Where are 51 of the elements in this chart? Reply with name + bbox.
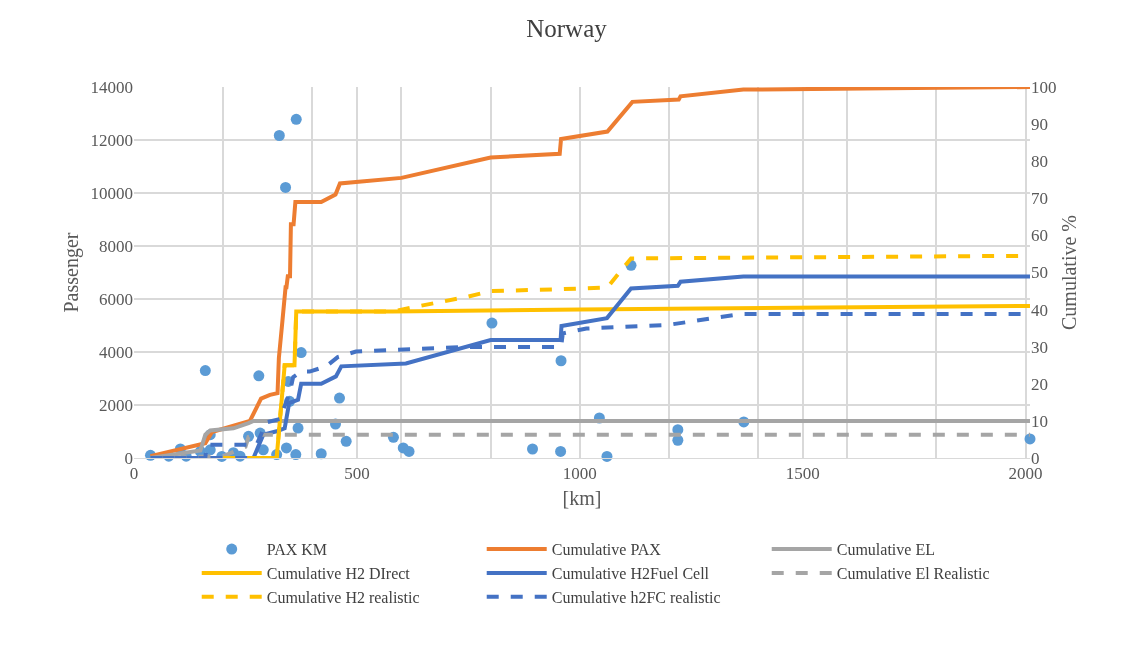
legend-label: Cumulative H2Fuel Cell <box>551 565 710 583</box>
point <box>273 130 285 141</box>
y2-tick-label: 40 <box>1031 300 1048 320</box>
point <box>334 392 345 404</box>
point <box>253 370 265 382</box>
chart-title: Norway <box>526 15 608 43</box>
y2-tick-label: 70 <box>1031 189 1048 209</box>
y2-tick-label: 60 <box>1031 226 1048 246</box>
y-tick-label: 0 <box>124 448 133 468</box>
y-tick-label: 12000 <box>90 130 133 150</box>
point <box>527 443 539 455</box>
y2-tick-label: 100 <box>1031 77 1057 97</box>
point <box>295 347 307 359</box>
legend-label: PAX KM <box>266 541 328 559</box>
y-tick-label: 6000 <box>99 289 133 309</box>
point <box>280 181 292 193</box>
legend-label: Cumulative H2 DIrect <box>266 565 411 583</box>
point <box>555 355 567 367</box>
y2-axis-title: Cumulative % <box>1058 215 1080 330</box>
y2-tick-label: 10 <box>1031 411 1048 431</box>
legend-label: Cumulative PAX <box>551 541 662 559</box>
y-tick-label: 8000 <box>99 236 133 256</box>
y-tick-label: 4000 <box>99 342 133 362</box>
point <box>340 435 352 447</box>
legend-label: Cumulative El Realistic <box>836 565 990 583</box>
y2-tick-label: 20 <box>1031 374 1048 394</box>
point <box>403 445 415 457</box>
y-axis-title: Passenger <box>60 232 83 313</box>
point <box>199 365 211 377</box>
point <box>280 442 292 454</box>
x-tick-label: 1000 <box>562 464 597 484</box>
y2-tick-label: 50 <box>1031 263 1048 283</box>
point <box>315 448 327 460</box>
point <box>555 445 567 457</box>
y2-tick-label: 90 <box>1031 115 1048 135</box>
y-tick-label: 2000 <box>99 395 133 415</box>
point <box>1024 433 1036 445</box>
y2-tick-label: 30 <box>1031 337 1048 357</box>
x-tick-label: 1500 <box>785 464 820 484</box>
point <box>290 449 302 461</box>
y-tick-label: 10000 <box>90 183 133 203</box>
y-tick-label: 14000 <box>90 77 133 97</box>
x-axis-title: [km] <box>562 486 602 509</box>
legend-label: Cumulative H2 realistic <box>266 588 420 606</box>
legend-label: Cumulative h2FC realistic <box>551 588 721 606</box>
point <box>290 113 302 125</box>
point <box>292 422 304 434</box>
x-tick-label: 500 <box>344 464 370 484</box>
legend-label: Cumulative EL <box>836 541 935 559</box>
y2-tick-label: 80 <box>1031 152 1048 172</box>
point <box>486 317 498 329</box>
